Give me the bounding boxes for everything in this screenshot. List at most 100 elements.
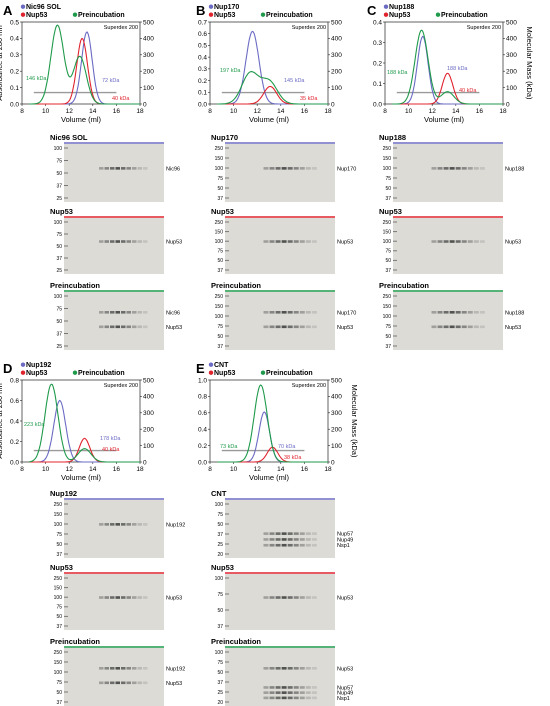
mw-marker-label: 75 [217,660,223,666]
x-tick-label: 16 [301,108,309,115]
gel-band [281,686,287,689]
gel-band [137,681,142,685]
mw-marker-label: 250 [383,146,392,152]
gel-band [311,325,317,329]
gel-band [143,311,148,314]
y-tick-label: 0.8 [198,394,207,401]
mass-annotation: 35 kDa [300,96,318,102]
gel-image [225,144,335,202]
mw-marker-label: 50 [56,542,62,548]
gel-band [461,240,467,243]
gel-band [275,538,281,541]
mw-marker-label: 37 [385,196,391,202]
trace [29,38,140,105]
gel-band [311,667,317,670]
mw-marker-label: 37 [385,344,391,350]
y-tick-label: 0.2 [10,439,19,446]
band-label: Nup170 [337,166,356,172]
plot-frame [209,379,329,463]
gel-title: Preincubation [50,281,100,290]
gel-band [473,325,479,329]
gel-band [121,667,126,670]
gel-band [115,667,120,670]
gel-band [311,543,317,547]
mass-annotation: 38 kDa [284,455,302,461]
legend-entry: Preincubation [266,370,313,377]
mw-marker-label: 150 [54,660,63,666]
gel-band [293,311,299,314]
mw-marker-label: 37 [217,268,223,274]
mw-marker-label: 100 [215,576,224,582]
gel-band [431,240,437,243]
gel-image [64,648,164,706]
y2-tick-label: 0 [143,101,147,108]
y2-tick-label: 400 [331,36,342,43]
gel-band [467,240,473,243]
gel-band [275,311,281,314]
mw-marker-label: 250 [383,220,392,226]
gel-band [115,167,120,170]
gel-band [287,543,293,547]
gel-band [263,167,269,170]
x-tick-label: 8 [383,108,387,115]
gel-band [431,325,437,329]
x-tick-label: 14 [277,108,285,115]
gel-band [104,311,109,314]
mw-marker-label: 50 [56,614,62,620]
y-tick-label: 0.3 [373,40,382,47]
plot-frame [21,21,141,105]
x-tick-label: 12 [429,108,437,115]
column-label: Superdex 200 [467,25,501,31]
gel-band [269,325,275,329]
gel-band [455,325,461,329]
mw-marker-label: 50 [217,670,223,676]
y-tick-label: 0.2 [198,78,207,85]
panel-label-B: B [196,3,205,18]
gel-band [99,311,104,314]
y2-tick-label: 100 [506,85,517,92]
gel-band [287,325,293,329]
gel-band [299,543,305,547]
y-tick-label: 0.2 [198,443,207,450]
mw-marker-label: 37 [56,624,62,630]
mw-marker-label: 50 [217,258,223,264]
band-label: Nup53 [337,240,353,246]
gel-band [99,167,104,170]
y2-tick-label: 300 [331,410,342,417]
gel-band [293,543,299,547]
gel-band [287,691,293,694]
y-tick-label: 0.1 [198,90,207,97]
gel-title: CNT [211,489,227,498]
gel-band [110,167,115,170]
gel-band [275,691,281,694]
gel-band [263,532,269,535]
gel-band [269,686,275,689]
band-label: Nic96 [166,166,180,172]
gel-band [269,691,275,694]
x-tick-label: 18 [136,108,144,115]
gel-band [437,311,443,314]
y-tick-label: 0.3 [198,66,207,73]
gel-band [269,167,275,170]
gel-band [311,691,317,694]
legend-marker [208,370,214,375]
gel-image [393,144,503,202]
mw-marker-label: 37 [56,552,62,558]
x-tick-label: 18 [324,108,332,115]
y2-tick-label: 500 [331,377,342,384]
mw-marker-label: 250 [215,146,224,152]
x-tick-label: 10 [230,108,238,115]
trace [29,24,140,105]
panel-label-C: C [367,3,377,18]
gel-band [299,667,305,670]
gel-band [263,691,269,694]
gel-band [293,691,299,694]
mw-marker-label: 75 [56,306,62,312]
gel-band [99,681,104,685]
gel-band [263,543,269,547]
gel-band [311,696,317,700]
gel-band [121,311,126,314]
gel-band [437,240,443,243]
gel-band [293,667,299,670]
gel-band [263,325,269,329]
